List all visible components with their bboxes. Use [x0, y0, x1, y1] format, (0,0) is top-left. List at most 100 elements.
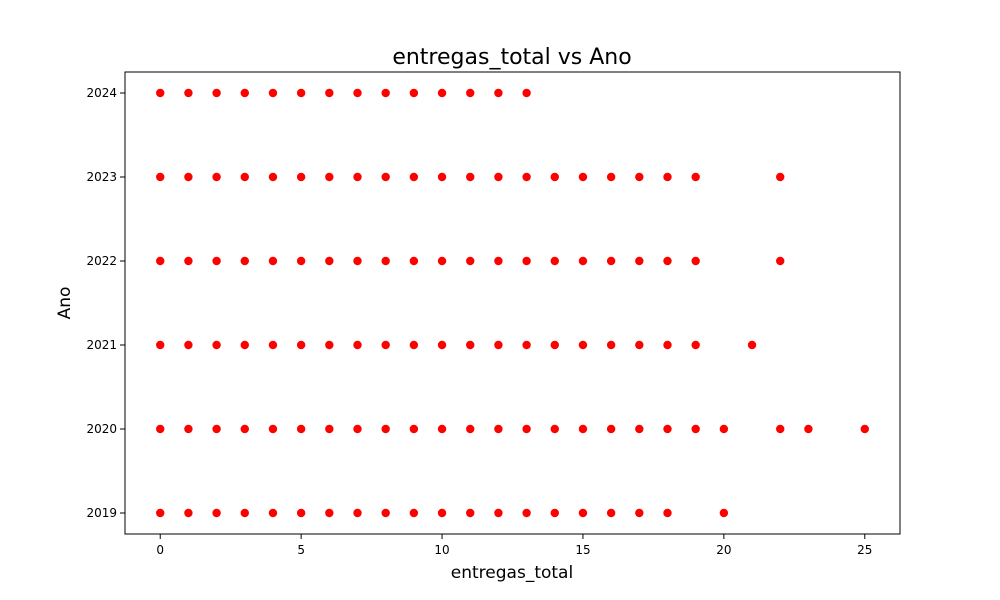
- data-point: [381, 88, 390, 98]
- data-point: [522, 172, 531, 182]
- data-point: [494, 88, 503, 98]
- data-point: [409, 508, 419, 518]
- data-point: [437, 424, 447, 434]
- data-point: [184, 424, 193, 434]
- data-point: [184, 256, 193, 266]
- data-point: [550, 340, 559, 350]
- data-point: [494, 508, 503, 518]
- data-point: [409, 256, 419, 266]
- data-point: [466, 508, 475, 518]
- data-point: [776, 424, 785, 434]
- data-point: [381, 172, 390, 182]
- data-point: [353, 172, 362, 182]
- data-point: [578, 424, 588, 434]
- data-point: [268, 172, 278, 182]
- data-point: [156, 172, 165, 182]
- data-point: [353, 88, 362, 98]
- data-point: [578, 256, 588, 266]
- data-point: [296, 508, 306, 518]
- data-point: [522, 340, 531, 350]
- data-point: [494, 340, 503, 350]
- data-point: [296, 340, 306, 350]
- data-point: [606, 256, 616, 266]
- data-point: [578, 508, 588, 518]
- data-point: [437, 340, 447, 350]
- data-point: [212, 88, 221, 98]
- data-point: [212, 172, 221, 182]
- data-point: [381, 256, 390, 266]
- data-point: [381, 424, 390, 434]
- data-point: [635, 340, 644, 350]
- x-axis-label: entregas_total: [451, 563, 573, 583]
- x-tick-label: 20: [716, 543, 731, 557]
- data-point: [409, 88, 419, 98]
- x-tick-label: 10: [434, 543, 449, 557]
- data-point: [212, 508, 221, 518]
- axis-ticks: 0 5 10 15 20 25 2019 2020 2021 2022 2023 2024: [86, 86, 872, 557]
- data-point: [663, 256, 672, 266]
- data-point: [550, 508, 559, 518]
- data-point: [466, 424, 475, 434]
- data-point: [184, 508, 193, 518]
- data-point: [381, 508, 390, 518]
- data-point: [268, 340, 278, 350]
- data-point: [550, 256, 559, 266]
- data-point: [635, 172, 644, 182]
- data-point: [860, 424, 869, 434]
- data-point: [409, 340, 419, 350]
- data-point: [325, 88, 334, 98]
- data-point: [268, 424, 278, 434]
- data-point: [381, 340, 390, 350]
- data-point: [240, 424, 249, 434]
- data-point: [437, 256, 447, 266]
- data-point: [184, 88, 193, 98]
- data-point: [691, 172, 700, 182]
- data-point: [776, 172, 785, 182]
- data-point: [578, 340, 588, 350]
- data-point: [240, 508, 249, 518]
- data-point: [325, 256, 334, 266]
- data-point: [550, 424, 559, 434]
- x-tick-label: 25: [857, 543, 872, 557]
- y-tick-label: 2020: [86, 422, 117, 436]
- data-point: [156, 88, 165, 98]
- data-point: [691, 340, 700, 350]
- data-point: [466, 340, 475, 350]
- y-axis-label: Ano: [55, 287, 75, 320]
- data-point: [466, 256, 475, 266]
- data-point: [409, 172, 419, 182]
- data-point: [578, 172, 588, 182]
- data-point: [522, 88, 531, 98]
- data-point: [522, 424, 531, 434]
- data-point: [522, 256, 531, 266]
- data-point: [156, 340, 165, 350]
- data-point: [409, 424, 419, 434]
- data-point: [296, 88, 306, 98]
- data-point: [437, 172, 447, 182]
- data-point: [550, 172, 559, 182]
- data-point: [494, 256, 503, 266]
- y-tick-label: 2019: [86, 506, 117, 520]
- plot-area-frame: [124, 71, 901, 535]
- data-point: [240, 172, 249, 182]
- data-point: [522, 508, 531, 518]
- data-point: [663, 340, 672, 350]
- data-point: [804, 424, 813, 434]
- data-point: [635, 256, 644, 266]
- data-point: [719, 508, 729, 518]
- data-point: [268, 508, 278, 518]
- data-point: [156, 508, 165, 518]
- data-point: [776, 256, 785, 266]
- data-point: [747, 340, 757, 350]
- data-point: [268, 88, 278, 98]
- data-point: [466, 88, 475, 98]
- data-point: [353, 340, 362, 350]
- data-point: [606, 508, 616, 518]
- data-point: [691, 256, 700, 266]
- data-point: [156, 424, 165, 434]
- data-point: [635, 508, 644, 518]
- data-point: [606, 340, 616, 350]
- data-point: [606, 424, 616, 434]
- data-point: [494, 172, 503, 182]
